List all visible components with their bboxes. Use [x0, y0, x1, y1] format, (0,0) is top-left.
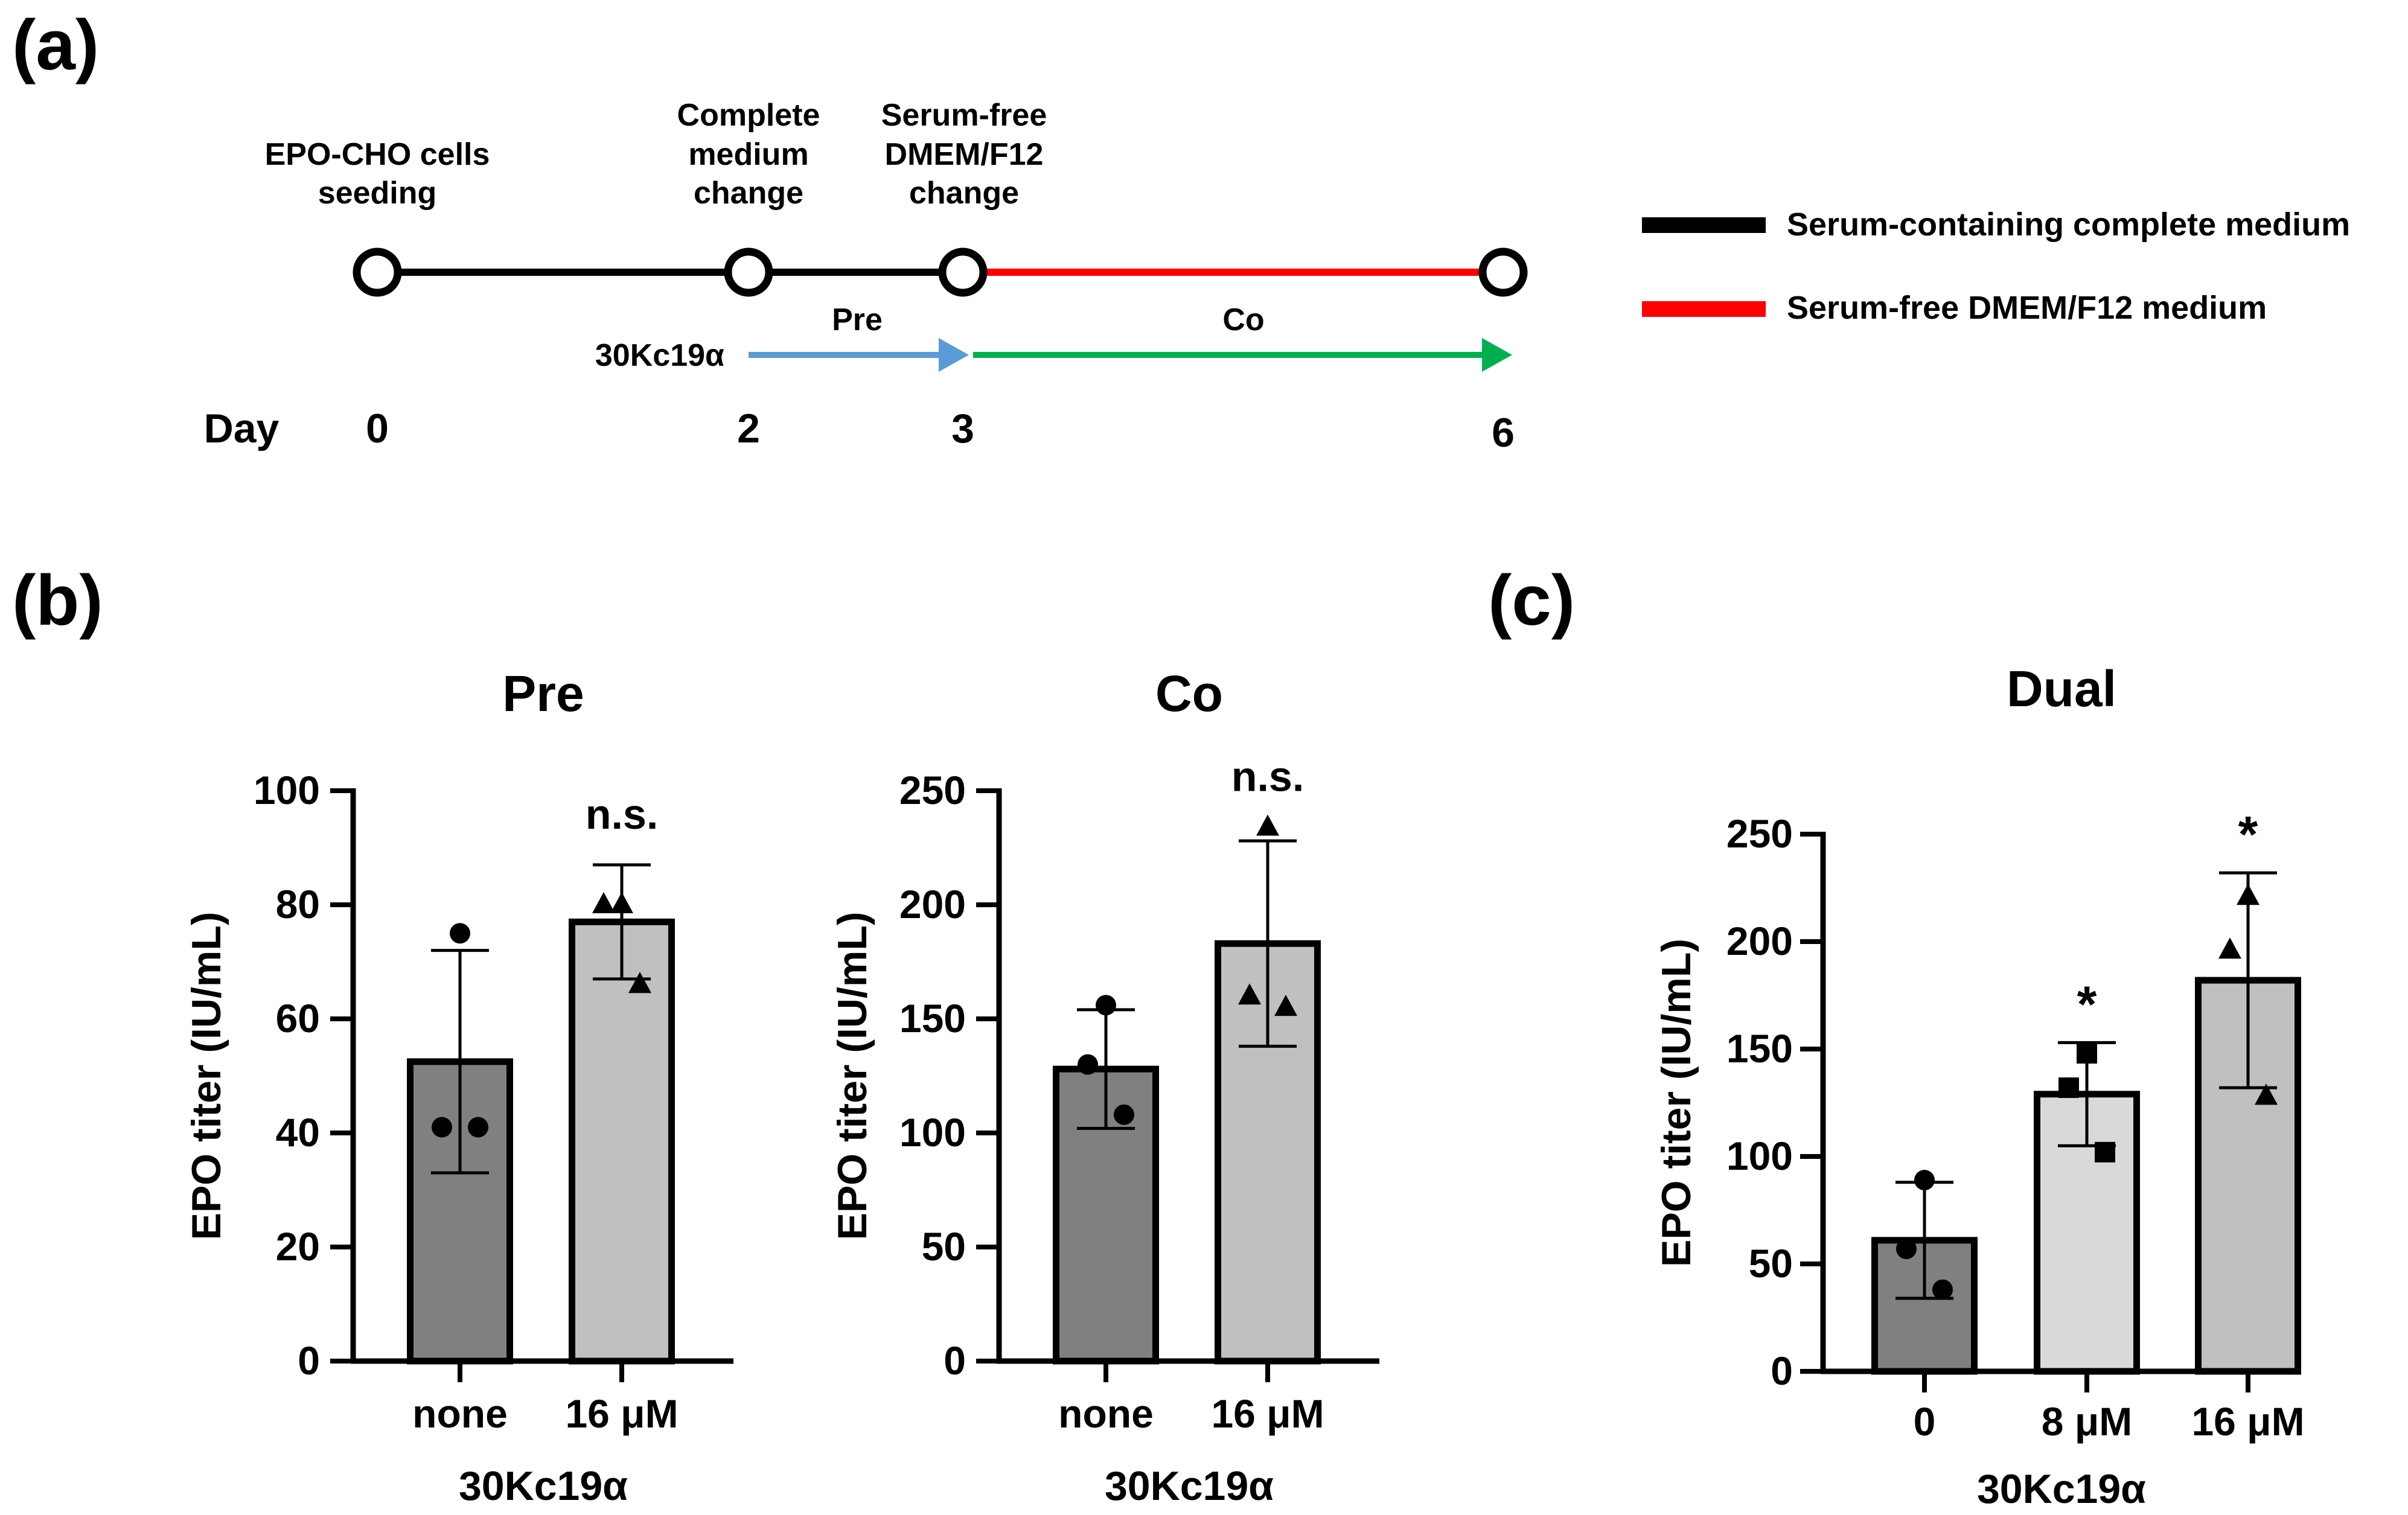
significance-label: *	[2077, 975, 2097, 1032]
data-point	[610, 892, 633, 913]
x-tick-label: 8 μM	[2042, 1399, 2132, 1444]
timeline-node-6	[1478, 247, 1528, 297]
data-point	[2237, 884, 2259, 905]
x-axis-label: 30Kc19α	[459, 1463, 628, 1509]
data-point	[2077, 1043, 2097, 1064]
timeline-panel: EPO-CHO cells seeding Complete medium ch…	[204, 98, 2351, 456]
pre-arrow-head	[939, 338, 969, 372]
data-point	[432, 1117, 452, 1138]
y-axis-label: EPO titer (IU/mL)	[829, 911, 875, 1240]
day-2: 2	[737, 406, 760, 451]
y-tick-label: 0	[1771, 1348, 1793, 1393]
y-tick-label: 0	[298, 1338, 320, 1383]
event-0-line-1: EPO-CHO cells	[265, 137, 490, 172]
significance-label: n.s.	[586, 791, 659, 838]
y-tick-label: 20	[276, 1224, 320, 1269]
event-3-line-2: DMEM/F12	[885, 137, 1044, 172]
day-0: 0	[366, 406, 389, 451]
treatment-label: 30Kc19α	[595, 338, 724, 373]
legend-label-serum: Serum-containing complete medium	[1787, 206, 2350, 243]
data-point	[1114, 1104, 1134, 1125]
panel-label-c: (c)	[1488, 561, 1575, 640]
timeline-node-2	[724, 247, 773, 297]
pre-label: Pre	[832, 302, 883, 337]
data-point	[450, 923, 470, 944]
y-tick-label: 40	[276, 1110, 320, 1155]
event-2-line-3: change	[694, 176, 803, 211]
y-tick-label: 80	[276, 882, 320, 927]
chart-dual: Dual 0 50 100 150 200 250 EPO titer (IU/mL) 0 8 μ…	[1653, 660, 2305, 1512]
x-tick-label: 0	[1914, 1399, 1936, 1444]
data-point	[468, 1117, 488, 1138]
y-tick-label: 150	[1726, 1026, 1793, 1071]
y-tick-label: 250	[1726, 811, 1793, 856]
x-tick-label: 16 μM	[1211, 1391, 1324, 1436]
data-point	[2058, 1077, 2079, 1099]
data-point	[1932, 1279, 1953, 1300]
y-tick-label: 100	[899, 1110, 966, 1155]
data-point	[1078, 1054, 1098, 1075]
data-point	[1096, 995, 1116, 1016]
data-point	[1238, 983, 1261, 1005]
x-axis-label: 30Kc19α	[1105, 1463, 1274, 1509]
event-2-line-2: medium	[688, 137, 808, 172]
y-tick-label: 250	[899, 768, 966, 812]
day-6: 6	[1492, 410, 1515, 456]
x-tick-label: 16 μM	[2191, 1399, 2304, 1444]
y-tick-label: 50	[1749, 1241, 1793, 1286]
y-tick-label: 60	[276, 996, 320, 1041]
x-axis-label: 30Kc19α	[1977, 1466, 2146, 1512]
day-3: 3	[951, 406, 974, 451]
data-point	[2095, 1141, 2115, 1163]
significance-label: n.s.	[1231, 753, 1305, 800]
event-3-line-1: Serum-free	[881, 98, 1047, 133]
data-point	[1274, 995, 1297, 1016]
y-tick-label: 0	[944, 1338, 966, 1383]
panel-label-a: (a)	[12, 5, 99, 85]
chart-co: Co 0 50 100 150 200 250 EPO titer (IU/mL) none 16…	[829, 665, 1379, 1509]
y-axis-label: EPO titer (IU/mL)	[1653, 939, 1699, 1267]
charts: Pre 0 20 40 60 80 100 EPO titer (IU/mL) none 16 μ…	[184, 660, 2305, 1512]
chart-title: Co	[1155, 665, 1223, 722]
x-tick-label: none	[1058, 1391, 1154, 1436]
chart-title: Dual	[2007, 660, 2116, 717]
y-tick-label: 150	[899, 996, 966, 1041]
bar	[569, 918, 675, 1365]
event-0-line-2: seeding	[318, 176, 437, 211]
data-point	[628, 972, 651, 994]
data-point	[1896, 1239, 1917, 1260]
x-tick-label: none	[412, 1391, 508, 1436]
co-arrow-head	[1482, 338, 1512, 372]
y-tick-label: 200	[899, 882, 966, 927]
data-point	[2255, 1083, 2278, 1105]
panel-label-b: (b)	[12, 561, 103, 640]
y-tick-label: 50	[922, 1224, 966, 1269]
data-point	[1256, 814, 1279, 836]
data-point	[1914, 1170, 1935, 1191]
x-tick-label: 16 μM	[565, 1391, 678, 1436]
y-tick-label: 100	[254, 768, 320, 812]
y-axis-label: EPO titer (IU/mL)	[184, 911, 229, 1240]
data-point	[2218, 937, 2241, 959]
significance-label: *	[2238, 806, 2258, 863]
timeline-node-0	[353, 247, 402, 297]
event-3-line-3: change	[909, 176, 1019, 211]
co-label: Co	[1222, 302, 1264, 337]
data-point	[592, 892, 615, 913]
chart-pre: Pre 0 20 40 60 80 100 EPO titer (IU/mL) none 16 μ…	[184, 665, 733, 1509]
event-2-line-1: Complete	[677, 98, 820, 133]
timeline-node-3	[938, 247, 988, 297]
chart-title: Pre	[502, 665, 584, 722]
day-label: Day	[204, 406, 279, 451]
legend-label-serumfree: Serum-free DMEM/F12 medium	[1787, 290, 2267, 326]
y-tick-label: 200	[1726, 919, 1793, 963]
y-tick-label: 100	[1726, 1134, 1793, 1178]
